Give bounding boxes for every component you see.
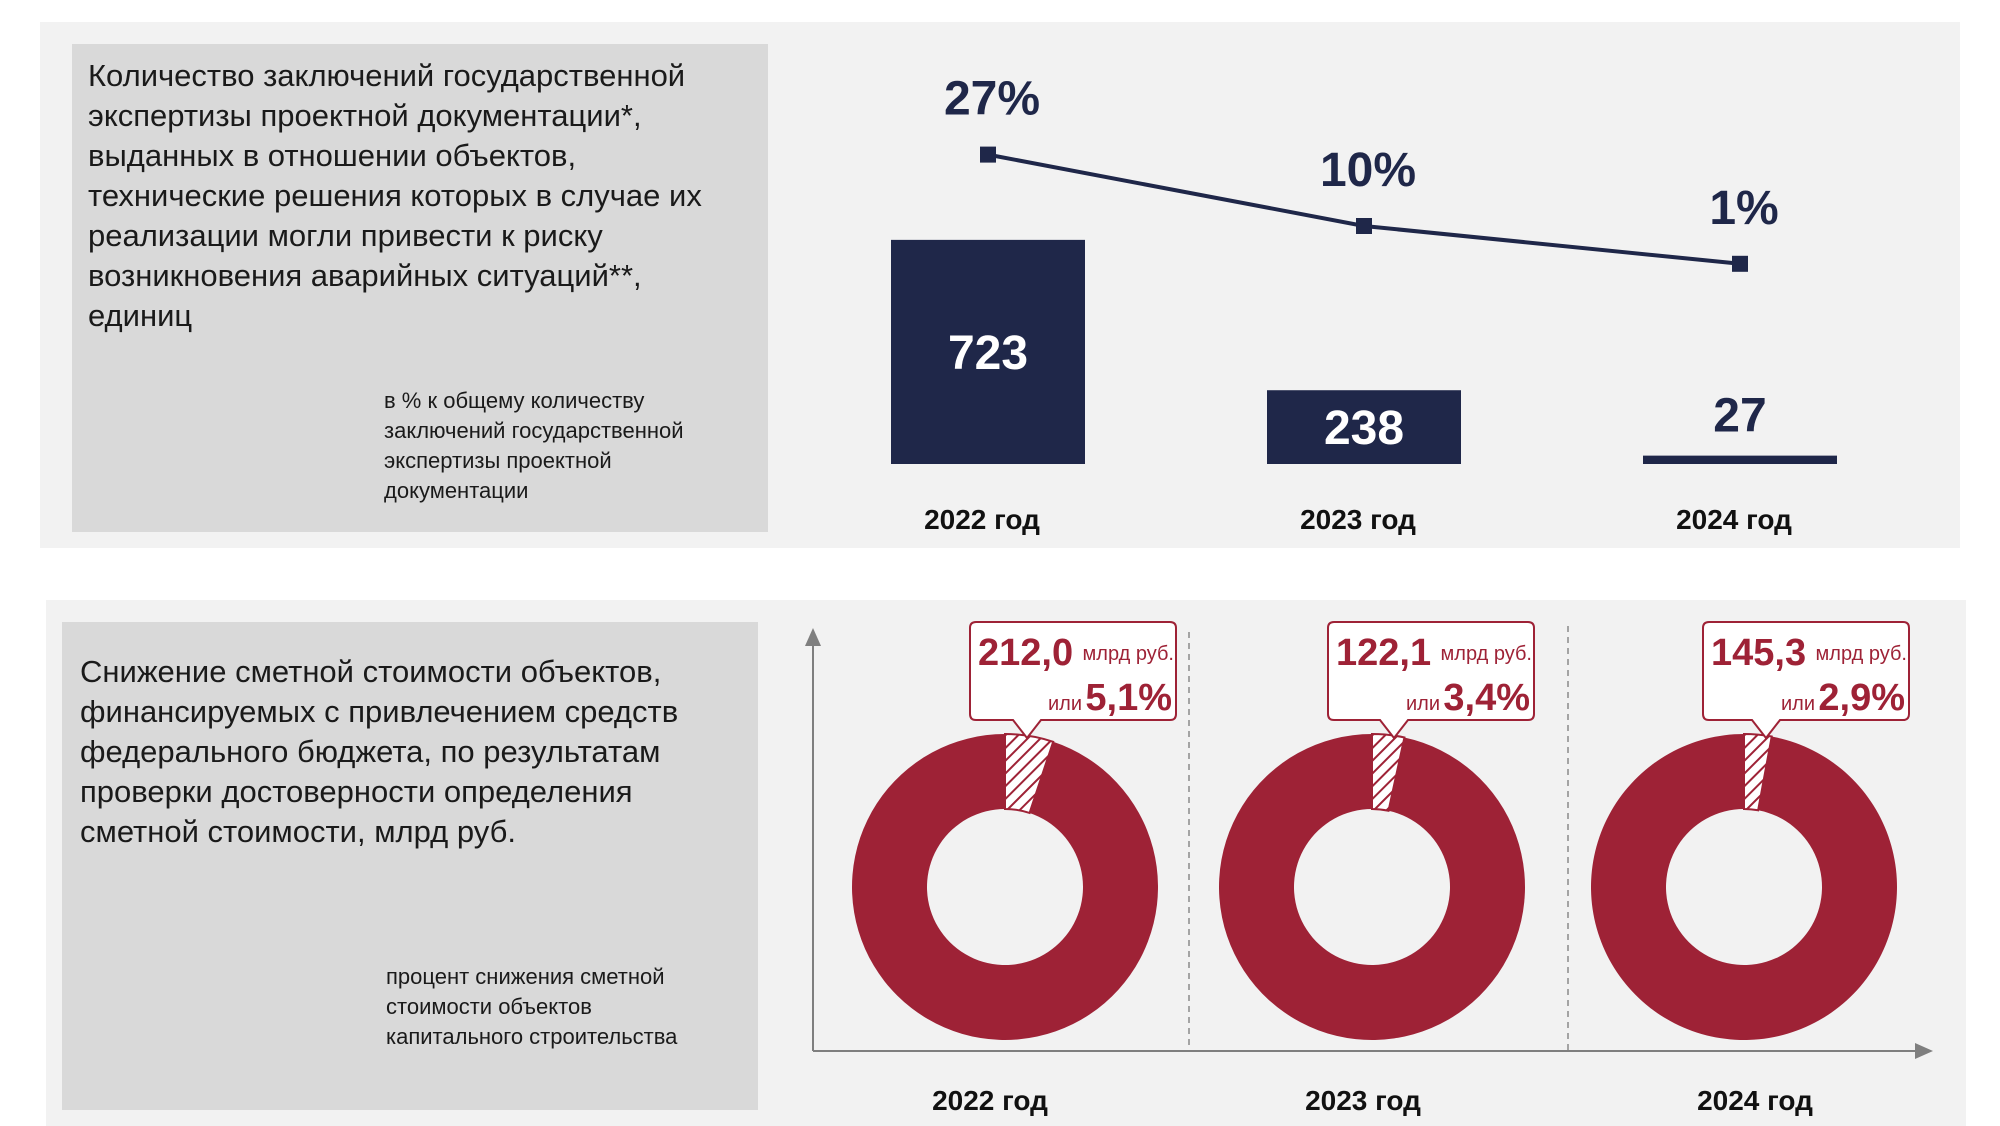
bar-value-label-2: 27 xyxy=(1713,390,1766,443)
line-point-1 xyxy=(1356,218,1372,234)
bar-2 xyxy=(1643,455,1837,464)
callout-value-1: 122,1 xyxy=(1336,632,1431,674)
top-line-legend-note: в % к общему количеству заключений госуд… xyxy=(384,388,684,503)
callout-value-0: 212,0 xyxy=(978,632,1073,674)
callout-box-1 xyxy=(1327,621,1535,740)
bottom-chart-title: Снижение сметной стоимости объектов, фин… xyxy=(80,654,679,849)
donut-reduction-slice-1 xyxy=(1371,732,1406,812)
donut-reduction-slice-2 xyxy=(1743,732,1773,812)
line-value-label-0: 27% xyxy=(944,73,1040,126)
callout-percent-1: 3,4% xyxy=(1443,677,1530,719)
x-tick-label-1: 2023 год xyxy=(1300,504,1416,535)
x-tick-label-bottom-2: 2024 год xyxy=(1697,1085,1813,1116)
bar-1 xyxy=(1267,390,1461,464)
donut-1 xyxy=(1219,732,1525,1040)
line-point-2 xyxy=(1732,255,1748,272)
line-value-label-1: 10% xyxy=(1320,144,1416,197)
callout-connector-2: или xyxy=(1781,693,1815,715)
callout-percent-2: 2,9% xyxy=(1818,677,1905,719)
x-tick-label-bottom-0: 2022 год xyxy=(932,1085,1048,1116)
x-tick-label-bottom-1: 2023 год xyxy=(1305,1085,1421,1116)
callout-connector-0: или xyxy=(1048,693,1082,715)
callout-value-2: 145,3 xyxy=(1711,632,1806,674)
x-tick-label-2: 2024 год xyxy=(1676,504,1792,535)
bottom-description-box xyxy=(62,622,758,1110)
x-tick-label-0: 2022 год xyxy=(924,504,1040,535)
donut-2 xyxy=(1591,732,1897,1040)
top-description-box xyxy=(72,44,768,532)
callout-connector-1: или xyxy=(1406,693,1440,715)
bar-value-label-0: 723 xyxy=(948,327,1028,380)
donut-remainder-slice-1 xyxy=(1219,734,1525,1040)
donut-0 xyxy=(852,732,1158,1040)
callout-box-2 xyxy=(1702,621,1910,740)
donut-remainder-slice-0 xyxy=(852,734,1158,1040)
callout-unit-0: млрд руб. xyxy=(1083,643,1174,665)
top-bar-line-chart: 723 2022 год 238 2023 год 27 2024 год 27% 10% 1% xyxy=(891,73,1837,535)
top-chart-title: Количество заключений государственной эк… xyxy=(88,58,702,333)
callout-percent-0: 5,1% xyxy=(1085,677,1172,719)
donut-remainder-slice-2 xyxy=(1591,734,1897,1040)
line-point-0 xyxy=(980,146,996,163)
donut-reduction-slice-0 xyxy=(1004,732,1055,815)
bar-0 xyxy=(891,239,1085,464)
bar-value-label-1: 238 xyxy=(1324,402,1404,455)
line-value-label-2: 1% xyxy=(1709,182,1778,235)
callout-unit-1: млрд руб. xyxy=(1441,643,1532,665)
callout-unit-2: млрд руб. xyxy=(1816,643,1907,665)
callout-box-0 xyxy=(969,621,1177,740)
bottom-donut-legend-note: процент снижения сметной стоимости объек… xyxy=(386,964,678,1049)
